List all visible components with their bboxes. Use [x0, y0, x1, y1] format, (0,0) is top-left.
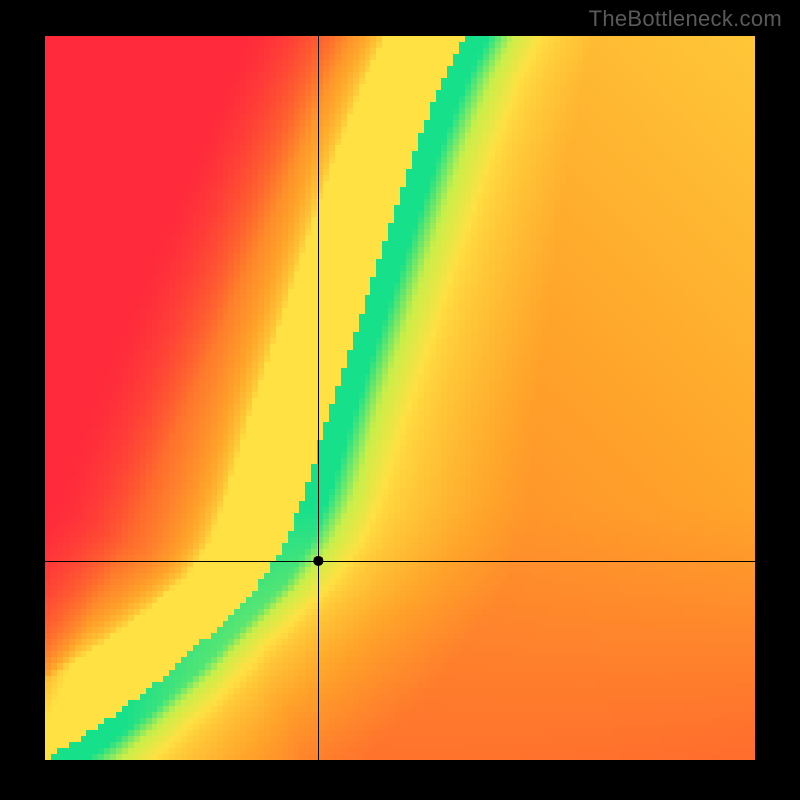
watermark-text: TheBottleneck.com	[589, 6, 782, 32]
heatmap-canvas	[45, 36, 755, 760]
chart-container: TheBottleneck.com	[0, 0, 800, 800]
